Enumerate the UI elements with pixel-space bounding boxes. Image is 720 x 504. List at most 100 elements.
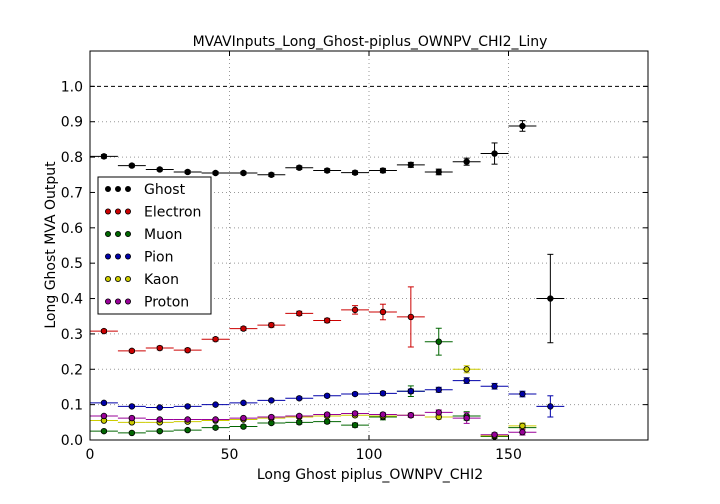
- legend-label: Ghost: [144, 182, 186, 198]
- data-point: [351, 306, 359, 314]
- data-point: [463, 366, 470, 373]
- legend-box: [97, 176, 212, 315]
- data-point: [156, 416, 163, 423]
- legend-marker: [115, 275, 122, 282]
- y-tick-label: 0.1: [61, 398, 83, 414]
- data-point: [519, 122, 526, 130]
- series-electron: [90, 286, 425, 355]
- legend-label: Pion: [144, 250, 173, 266]
- data-point: [240, 399, 247, 407]
- legend-marker: [125, 208, 132, 215]
- data-point: [351, 390, 359, 398]
- data-marks: [90, 120, 565, 440]
- data-point: [184, 403, 191, 410]
- y-tick-label: 1.0: [61, 79, 83, 95]
- y-tick-label: 0.4: [61, 292, 83, 308]
- data-point: [435, 386, 442, 393]
- data-point: [100, 427, 108, 435]
- y-tick-label: 0.5: [61, 256, 83, 272]
- data-point: [407, 161, 415, 169]
- data-point: [184, 346, 191, 354]
- data-point: [240, 423, 247, 430]
- legend-label: Kaon: [144, 272, 179, 288]
- data-point: [435, 338, 442, 345]
- data-point: [323, 317, 331, 324]
- data-point: [268, 413, 275, 421]
- legend-label: Proton: [144, 295, 189, 311]
- data-point: [212, 169, 219, 177]
- data-point: [323, 418, 331, 425]
- x-axis-title: Long Ghost piplus_OWNPV_CHI2: [257, 467, 483, 483]
- x-tick-label: 150: [495, 447, 522, 463]
- data-point: [212, 401, 219, 408]
- data-point: [240, 169, 247, 177]
- data-point: [240, 414, 247, 422]
- data-point: [156, 427, 163, 435]
- data-point: [268, 397, 275, 404]
- data-point: [379, 167, 387, 174]
- data-point: [156, 166, 163, 173]
- data-point: [491, 431, 498, 438]
- legend-marker: [115, 253, 122, 260]
- data-point: [296, 395, 303, 402]
- data-point: [407, 412, 415, 419]
- data-point: [128, 162, 136, 169]
- legend-marker: [115, 208, 122, 215]
- data-point: [435, 409, 442, 416]
- chart-title: MVAVInputs_Long_Ghost-piplus_OWNPV_CHI2_…: [193, 34, 548, 50]
- series-kaon: [90, 365, 537, 439]
- data-point: [463, 414, 470, 422]
- legend-marker: [125, 298, 132, 305]
- data-point: [156, 404, 163, 411]
- legend-label: Electron: [144, 205, 201, 221]
- data-point: [463, 158, 470, 165]
- data-point: [128, 347, 136, 355]
- y-tick-label: 0.0: [61, 433, 83, 449]
- legend-marker: [115, 298, 122, 305]
- series-ghost: [90, 120, 565, 344]
- legend-label: Muon: [144, 227, 182, 243]
- legend-marker: [125, 275, 132, 282]
- data-point: [296, 310, 303, 317]
- data-point: [100, 399, 108, 407]
- legend-marker: [105, 275, 112, 282]
- x-tick-label: 100: [356, 447, 383, 463]
- series-proton: [90, 409, 537, 438]
- data-point: [323, 392, 331, 399]
- y-tick-label: 0.3: [61, 327, 83, 343]
- data-point: [156, 344, 163, 352]
- legend-marker: [105, 298, 112, 305]
- data-point: [379, 411, 387, 418]
- data-point: [100, 153, 108, 160]
- data-point: [407, 313, 415, 321]
- data-point: [323, 167, 331, 174]
- data-point: [212, 424, 219, 431]
- axis-ticks: 0 50 100 150 0.0 0.1 0.2 0.3 0.4 0.5 0.6 0.7 0.8 0.9 1…: [61, 51, 648, 463]
- legend-marker: [125, 253, 132, 260]
- data-point: [491, 383, 498, 390]
- series-pion: [90, 377, 565, 418]
- data-point: [212, 336, 219, 343]
- y-tick-label: 0.6: [61, 221, 83, 237]
- y-tick-label: 0.9: [61, 115, 83, 131]
- data-point: [379, 390, 387, 397]
- data-point: [407, 387, 415, 395]
- data-point: [519, 429, 526, 436]
- data-point: [351, 421, 359, 429]
- data-point: [240, 325, 247, 332]
- data-point: [547, 403, 554, 410]
- legend-marker: [105, 185, 112, 192]
- data-point: [519, 390, 526, 398]
- data-point: [184, 416, 191, 423]
- legend-marker: [125, 185, 132, 192]
- data-point: [296, 419, 303, 426]
- data-point: [351, 410, 359, 417]
- data-point: [379, 308, 387, 316]
- legend-marker: [115, 230, 122, 237]
- data-point: [323, 411, 331, 418]
- y-tick-label: 0.8: [61, 150, 83, 166]
- x-tick-label: 50: [221, 447, 239, 463]
- data-point: [268, 171, 275, 178]
- data-point: [128, 403, 136, 410]
